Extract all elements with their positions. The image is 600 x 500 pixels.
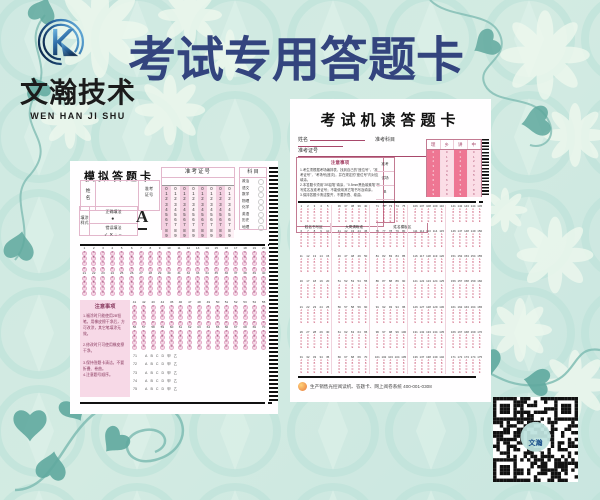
svg-text:文瀚: 文瀚 xyxy=(529,438,543,447)
